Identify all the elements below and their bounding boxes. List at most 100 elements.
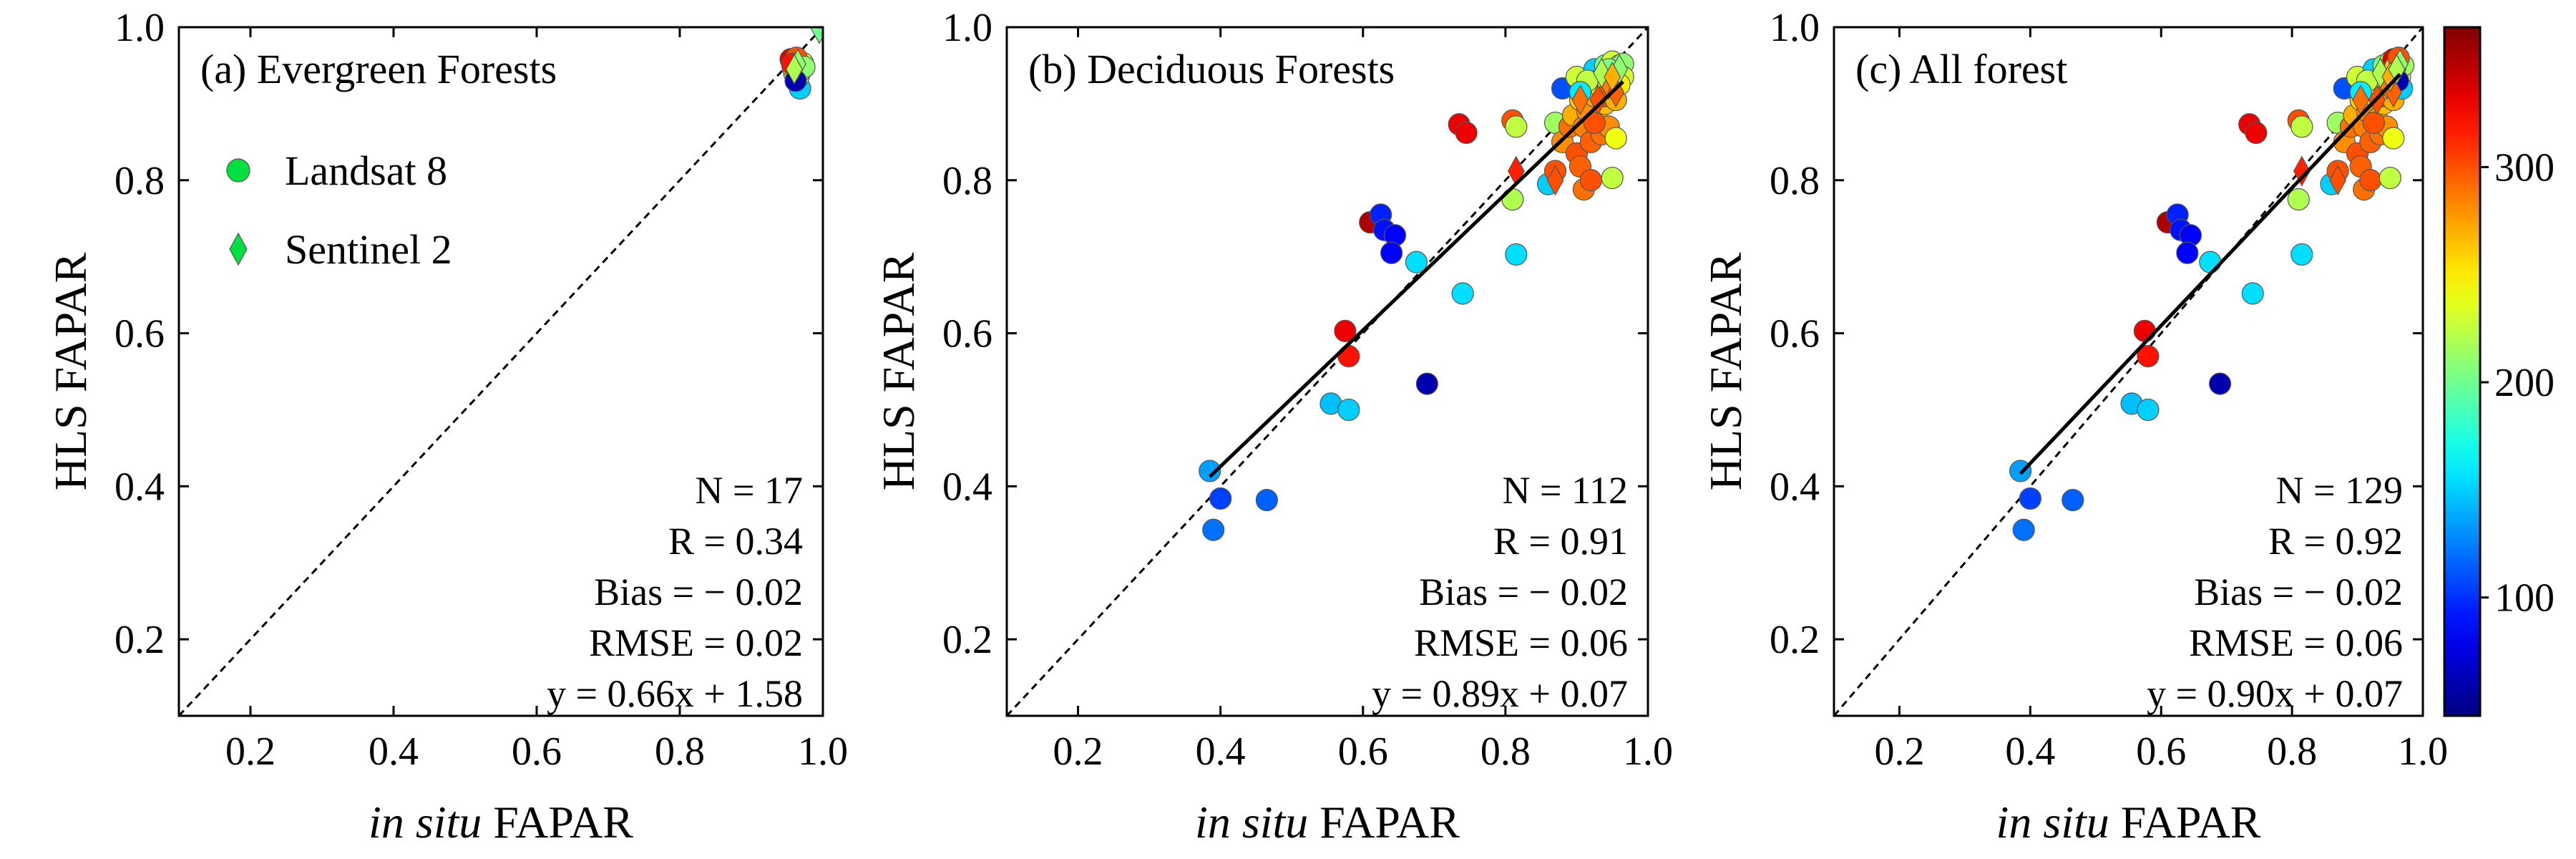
stat-line: Bias = − 0.02: [2194, 571, 2403, 613]
data-point-diamond: [2388, 54, 2406, 85]
y-tick-label: 0.4: [942, 465, 992, 509]
legend-marker-circle: [226, 158, 250, 183]
data-point: [1505, 115, 1528, 138]
x-tick-label: 0.2: [1874, 729, 1924, 774]
colorbar-tick-label: 100: [2494, 576, 2555, 621]
y-tick-label: 0.8: [1770, 159, 1820, 203]
x-tick-label: 0.6: [2136, 729, 2186, 774]
y-tick-label: 1.0: [114, 6, 165, 50]
data-point-diamond: [2293, 155, 2311, 187]
x-axis-title-plain: FAPAR: [482, 797, 633, 848]
stat-line: R = 0.34: [668, 520, 803, 563]
data-point: [2359, 169, 2382, 192]
stats-block: N = 129 R = 0.92 Bias = − 0.02 RMSE = 0.06 y…: [2147, 469, 2403, 715]
data-point: [2241, 282, 2264, 305]
y-tick-label: 0.2: [942, 618, 992, 662]
data-point-diamond: [1507, 155, 1525, 187]
x-axis-title: in situ FAPAR: [1996, 797, 2261, 848]
y-tick-label: 0.6: [114, 312, 165, 356]
data-points: [779, 27, 823, 100]
data-point: [1455, 121, 1478, 145]
x-tick-label: 0.6: [512, 729, 562, 774]
data-point: [2382, 127, 2405, 150]
y-tick-label: 0.6: [942, 312, 992, 356]
legend-label: Sentinel 2: [285, 226, 452, 273]
x-tick-label: 0.4: [2005, 729, 2055, 774]
y-tick-label: 0.2: [1770, 618, 1820, 662]
plot-frame: [1005, 26, 1649, 717]
x-axis-title: in situ FAPAR: [369, 797, 633, 848]
one-to-one-line: [179, 27, 823, 716]
stats-block: N = 17 R = 0.34 Bias = − 0.02 RMSE = 0.02 y …: [547, 469, 803, 715]
y-tick-label: 0.6: [1770, 312, 1820, 356]
data-point: [1334, 319, 1357, 342]
x-tick-label: 0.6: [1338, 729, 1388, 774]
data-point: [1601, 166, 1624, 190]
x-axis-title-plain: FAPAR: [2109, 797, 2261, 848]
data-point: [2012, 518, 2035, 541]
data-point: [2287, 188, 2310, 211]
data-point-diamond: [2329, 165, 2347, 196]
data-point: [2362, 112, 2386, 135]
stat-line: RMSE = 0.06: [1414, 621, 1628, 664]
stat-line: Bias = − 0.02: [594, 571, 803, 613]
data-point: [1505, 243, 1528, 266]
panel-title: (c) All forest: [1855, 46, 2067, 92]
one-to-one-line: [1007, 27, 1648, 716]
legend-label: Landsat 8: [285, 147, 447, 194]
data-point: [1337, 398, 1360, 422]
y-tick-label: 0.8: [114, 159, 165, 203]
data-point: [2019, 487, 2041, 510]
data-point-diamond: [1571, 84, 1589, 116]
data-point: [1380, 241, 1403, 264]
panel-title: (b) Deciduous Forests: [1028, 46, 1395, 92]
x-tick-label: 0.8: [1480, 729, 1531, 774]
y-axis-title: HLS FAPAR: [45, 252, 96, 490]
x-tick-label: 1.0: [1623, 729, 1673, 774]
data-point: [2062, 488, 2084, 512]
data-point: [1583, 112, 1606, 135]
stat-line: RMSE = 0.06: [2189, 621, 2403, 664]
fit-line: [2019, 73, 2401, 475]
data-point-diamond: [811, 27, 823, 44]
stat-line: N = 17: [696, 469, 803, 512]
data-point-diamond: [1546, 165, 1564, 196]
data-point: [2208, 372, 2232, 395]
data-point: [1579, 169, 1602, 192]
panel-b: 0.2 0.4 0.6 0.8 1.0 0.2 0.4 0.6 0.8 1.0 in situ FA…: [873, 6, 1673, 848]
data-point: [1451, 282, 1474, 305]
stat-line: R = 0.91: [1493, 520, 1628, 563]
data-point: [2199, 251, 2222, 273]
data-point: [2133, 319, 2156, 342]
data-point: [2290, 115, 2313, 138]
x-tick-label: 1.0: [2398, 729, 2448, 774]
data-point-diamond: [786, 54, 803, 85]
data-points: [1199, 50, 1634, 541]
y-tick-label: 1.0: [1770, 6, 1820, 50]
x-tick-label: 0.8: [655, 729, 705, 774]
y-axis-title: HLS FAPAR: [873, 252, 924, 490]
data-point: [1209, 487, 1232, 510]
x-axis-title-italic: in situ: [1195, 797, 1308, 848]
y-tick-label: 0.8: [942, 159, 992, 203]
x-tick-label: 0.4: [369, 729, 419, 774]
data-point: [2290, 243, 2313, 266]
data-point: [2245, 121, 2268, 145]
data-point: [2176, 241, 2199, 264]
x-tick-label: 0.2: [1053, 729, 1103, 774]
data-point: [1415, 372, 1438, 395]
x-axis-title-italic: in situ: [1996, 797, 2109, 848]
data-point: [1199, 460, 1221, 482]
data-point: [1604, 127, 1627, 150]
data-point: [2137, 398, 2160, 422]
stat-line: N = 112: [1503, 469, 1628, 512]
legend-marker-diamond: [229, 232, 248, 266]
colorbar-gradient: [2443, 26, 2482, 717]
x-axis-title: in situ FAPAR: [1195, 797, 1460, 848]
y-axis-title: HLS FAPAR: [1700, 252, 1751, 490]
plot-frame: [1833, 26, 2424, 717]
stats-block: N = 112 R = 0.91 Bias = − 0.02 RMSE = 0.06 y…: [1372, 469, 1628, 715]
legend: Landsat 8 Sentinel 2: [226, 147, 452, 273]
colorbar-tick-label: 300: [2494, 145, 2555, 190]
plot-frame: [177, 26, 824, 717]
